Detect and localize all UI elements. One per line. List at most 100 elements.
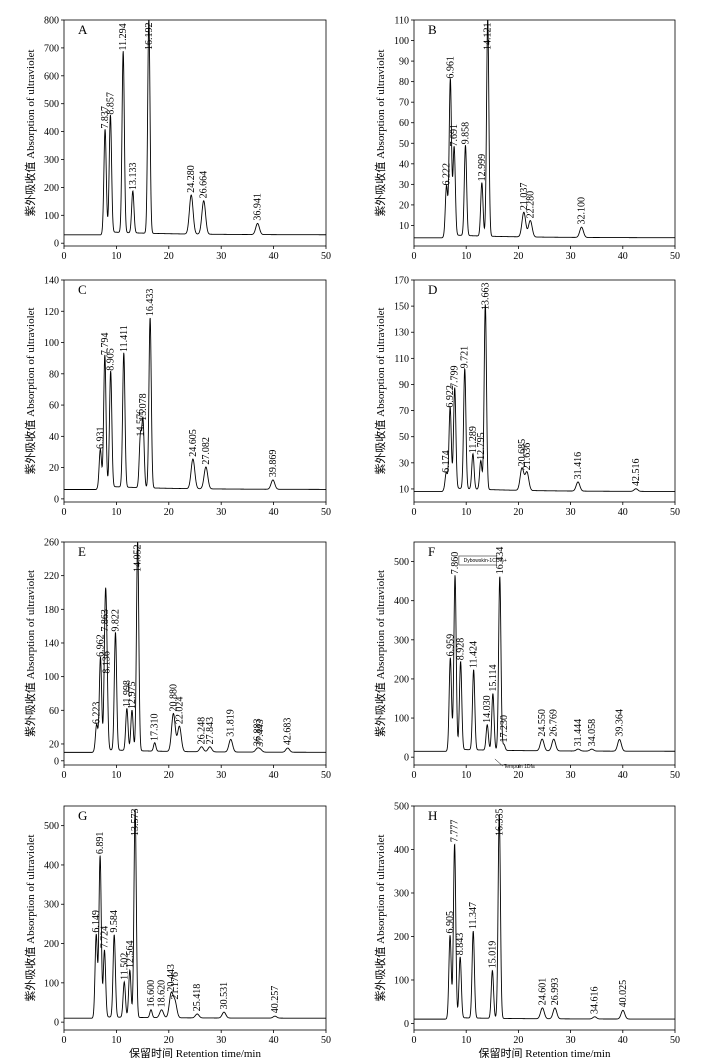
y-tick-label: 220 [44, 571, 59, 582]
y-tick-label: 0 [404, 1019, 409, 1030]
panel-letter: A [78, 22, 88, 37]
x-tick-label: 0 [62, 507, 67, 518]
plot-frame [63, 19, 327, 247]
x-tick-label: 20 [513, 507, 523, 518]
x-tick-label: 40 [618, 507, 628, 518]
peak-label: 7.799 [450, 366, 461, 389]
y-tick-label: 300 [394, 635, 409, 646]
plot-frame [63, 279, 327, 503]
peak-label: 26.248 [197, 717, 208, 745]
peak-label: 6.959 [445, 634, 456, 657]
x-tick-label: 10 [461, 251, 471, 262]
x-tick-label: 0 [62, 251, 67, 262]
peak-label: 11.424 [469, 641, 480, 668]
peak-label: 20.443 [166, 964, 177, 992]
peak-label: 31.819 [226, 709, 237, 737]
y-tick-label: 100 [44, 338, 59, 349]
x-tick-label: 50 [321, 1035, 331, 1046]
peak-label: 26.769 [549, 709, 560, 737]
x-tick-label: 10 [111, 507, 121, 518]
peak-label: 6.922 [445, 385, 456, 408]
x-tick-label: 40 [618, 770, 628, 781]
peak-label: 21.037 [519, 183, 530, 211]
x-tick-label: 0 [412, 507, 417, 518]
x-tick-label: 30 [216, 507, 226, 518]
peak-label: 11.411 [119, 325, 130, 352]
y-tick-label: 140 [44, 638, 59, 649]
y-tick-label: 90 [399, 380, 409, 391]
y-tick-label: 200 [394, 932, 409, 943]
x-tick-label: 40 [618, 251, 628, 262]
peak-label: 34.616 [590, 986, 601, 1014]
peak-label: 6.961 [445, 56, 456, 79]
panel-letter: G [78, 808, 87, 823]
peak-label: 8.905 [106, 348, 117, 371]
peak-label: 16.600 [146, 980, 157, 1008]
x-axis-label: 保留时间 Retention time/min [479, 1046, 611, 1058]
x-tick-label: 20 [513, 251, 523, 262]
y-tick-label: 400 [394, 845, 409, 856]
y-tick-label: 110 [394, 354, 409, 365]
panel-b: 0 10 20 30 40 50 10 20 30 40 50 60 70 80 90 100 110 紫外吸收值… [373, 16, 680, 263]
peak-label: 11.347 [468, 902, 479, 929]
chromatogram-trace [64, 808, 326, 1019]
panel-letter: C [78, 282, 87, 297]
x-tick-label: 50 [321, 507, 331, 518]
y-tick-label: 300 [394, 888, 409, 899]
x-tick-label: 40 [269, 251, 279, 262]
y-tick-label: 200 [394, 674, 409, 685]
peak-label: 20.880 [168, 684, 179, 712]
peak-label: 9.822 [110, 609, 121, 632]
x-tick-label: 20 [513, 770, 523, 781]
x-tick-label: 10 [111, 251, 121, 262]
x-tick-label: 0 [412, 251, 417, 262]
peak-label: 11.502 [119, 953, 130, 980]
peak-label: 16.433 [145, 289, 156, 317]
y-tick-label: 180 [44, 605, 59, 616]
x-tick-label: 0 [62, 770, 67, 781]
annotation-label: Tempoin 1Dfa [504, 764, 535, 770]
y-tick-label: 30 [399, 458, 409, 469]
peak-label: 39.364 [614, 709, 625, 737]
peak-label: 14.576 [135, 409, 146, 437]
x-tick-label: 30 [566, 507, 576, 518]
y-tick-label: 150 [394, 302, 409, 313]
x-tick-label: 30 [566, 770, 576, 781]
peak-label: 42.683 [283, 718, 294, 746]
y-tick-label: 60 [49, 401, 59, 412]
x-tick-label: 40 [269, 507, 279, 518]
y-tick-label: 800 [44, 16, 59, 27]
y-tick-label: 40 [399, 159, 409, 170]
peak-label: 9.584 [109, 910, 120, 933]
peak-label: 12.795 [476, 432, 487, 460]
annotation-box [458, 555, 497, 566]
chromatogram-trace [414, 304, 675, 492]
y-tick-label: 70 [399, 406, 409, 417]
plot-frame [413, 805, 676, 1031]
x-tick-label: 30 [216, 1035, 226, 1046]
y-tick-label: 500 [44, 821, 59, 832]
y-tick-label: 100 [44, 978, 59, 989]
panel-a: 0 10 20 30 40 500100200300400500600700800紫外吸收… [23, 16, 331, 263]
panel-e: 0 10 20 30 40 50 0 20 60 100 140 180 220 260 紫外吸收值 Abs… [23, 538, 331, 782]
peak-label: 17.230 [499, 715, 510, 743]
plot-frame [413, 19, 676, 247]
x-tick-label: 50 [670, 251, 680, 262]
x-tick-label: 30 [566, 251, 576, 262]
peak-label: 36.941 [253, 193, 264, 221]
x-tick-label: 0 [412, 1035, 417, 1046]
peak-label: 16.434 [495, 547, 506, 575]
y-tick-label: 90 [399, 57, 409, 68]
y-axis-label: 紫外吸收值 Absorption of ultraviolet [373, 570, 387, 737]
x-tick-label: 50 [321, 251, 331, 262]
y-tick-label: 0 [54, 494, 59, 505]
y-tick-label: 300 [44, 900, 59, 911]
y-tick-label: 700 [44, 43, 59, 54]
peak-label: 24.550 [537, 709, 548, 737]
y-tick-label: 260 [44, 538, 59, 549]
panel-letter: D [428, 282, 437, 297]
x-tick-label: 40 [269, 1035, 279, 1046]
peak-label: 27.843 [205, 717, 216, 745]
